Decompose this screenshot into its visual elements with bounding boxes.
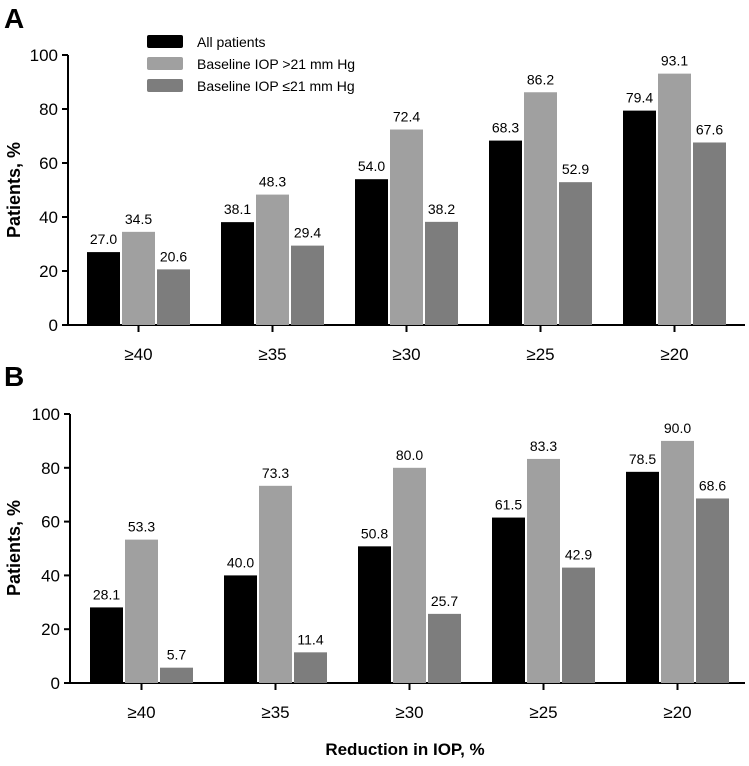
y-axis-title: Patients, % [4, 500, 24, 596]
bar-all-1 [90, 607, 123, 683]
data-label: 79.4 [626, 90, 653, 106]
bar-low-1 [157, 269, 190, 325]
data-label: 68.3 [492, 120, 519, 136]
legend-label-2: Baseline IOP >21 mm Hg [197, 56, 355, 72]
data-label: 34.5 [125, 211, 152, 227]
bar-high-2 [259, 485, 292, 683]
data-label: 50.8 [361, 525, 388, 541]
x-tick-label: ≥35 [261, 703, 289, 722]
data-label: 11.4 [297, 631, 323, 647]
y-tick-label: 40 [41, 566, 60, 585]
bar-all-4 [489, 140, 522, 325]
data-label: 28.1 [93, 586, 120, 602]
data-label: 68.6 [699, 477, 726, 493]
data-label: 5.7 [167, 647, 187, 663]
legend-swatch-2 [147, 57, 183, 70]
data-label: 29.4 [294, 225, 321, 241]
data-label: 40.0 [227, 554, 254, 570]
data-label: 72.4 [393, 109, 420, 125]
bar-high-3 [393, 467, 426, 683]
bar-high-4 [527, 458, 560, 683]
data-label: 67.6 [696, 121, 723, 137]
data-label: 86.2 [527, 71, 554, 87]
y-tick-label: 20 [41, 620, 60, 639]
panel-a-letter: A [4, 3, 24, 34]
y-tick-label: 60 [39, 154, 58, 173]
bar-low-4 [562, 567, 595, 683]
x-tick-label: ≥40 [127, 703, 155, 722]
panel-b-letter: B [4, 361, 24, 392]
bar-all-5 [623, 110, 656, 326]
bar-low-3 [425, 221, 458, 325]
bar-low-5 [693, 142, 726, 325]
data-label: 54.0 [358, 158, 385, 174]
x-tick-label: ≥20 [660, 345, 688, 364]
data-label: 27.0 [90, 231, 117, 247]
data-label: 38.1 [224, 201, 251, 217]
x-tick-label: ≥30 [395, 703, 423, 722]
data-label: 61.5 [495, 497, 522, 513]
x-tick-label: ≥25 [526, 345, 554, 364]
legend-swatch-3 [147, 79, 183, 92]
x-tick-label: ≥30 [392, 345, 420, 364]
y-tick-label: 0 [49, 316, 58, 335]
y-tick-label: 100 [32, 405, 60, 424]
data-label: 48.3 [259, 174, 286, 190]
data-label: 83.3 [530, 438, 557, 454]
data-label: 93.1 [661, 53, 688, 69]
data-label: 25.7 [431, 593, 458, 609]
legend-swatch-1 [147, 35, 183, 48]
x-tick-label: ≥25 [529, 703, 557, 722]
bar-high-5 [661, 440, 694, 683]
bar-high-5 [658, 73, 691, 325]
y-tick-label: 20 [39, 262, 58, 281]
data-label: 78.5 [629, 451, 656, 467]
x-tick-label: ≥35 [258, 345, 286, 364]
panel-b-chart: B Patients, % 0 20 40 60 80 100 28.1 53.3 5.7 ≥40 40… [4, 361, 745, 722]
y-tick-label: 100 [30, 46, 58, 65]
data-label: 80.0 [396, 447, 423, 463]
bar-high-2 [256, 194, 289, 325]
panel-a-chart: A Patients, % 0 20 40 60 80 100 27.0 34.5 20.6 ≥40 3… [4, 3, 745, 364]
bar-low-1 [160, 667, 193, 683]
bar-high-3 [390, 129, 423, 325]
bar-high-4 [524, 92, 557, 325]
bar-all-5 [626, 471, 659, 683]
x-axis-title: Reduction in IOP, % [325, 740, 484, 759]
data-label: 53.3 [128, 519, 155, 535]
bar-high-1 [122, 231, 155, 325]
data-label: 20.6 [160, 248, 187, 264]
data-label: 90.0 [664, 420, 691, 436]
y-tick-label: 80 [41, 459, 60, 478]
bar-all-4 [492, 517, 525, 683]
bar-low-2 [291, 245, 324, 325]
y-tick-label: 60 [41, 513, 60, 532]
bar-all-1 [87, 252, 120, 325]
bar-low-5 [696, 498, 729, 683]
y-tick-label: 0 [51, 674, 60, 693]
bar-all-3 [355, 179, 388, 325]
x-tick-label: ≥20 [663, 703, 691, 722]
bar-all-2 [221, 222, 254, 325]
data-label: 42.9 [565, 547, 592, 563]
bar-all-2 [224, 575, 257, 683]
y-axis-title: Patients, % [4, 142, 24, 238]
data-label: 38.2 [428, 201, 455, 217]
bar-all-3 [358, 546, 391, 683]
y-tick-label: 40 [39, 208, 58, 227]
bar-high-1 [125, 539, 158, 683]
legend-label-3: Baseline IOP ≤21 mm Hg [197, 78, 355, 94]
legend: All patients Baseline IOP >21 mm Hg Baseli… [147, 34, 355, 94]
x-tick-label: ≥40 [124, 345, 152, 364]
legend-label-1: All patients [197, 34, 265, 50]
data-label: 73.3 [262, 465, 289, 481]
bar-low-2 [294, 652, 327, 683]
bar-low-3 [428, 613, 461, 683]
data-label: 52.9 [562, 161, 589, 177]
bar-low-4 [559, 182, 592, 325]
y-tick-label: 80 [39, 100, 58, 119]
